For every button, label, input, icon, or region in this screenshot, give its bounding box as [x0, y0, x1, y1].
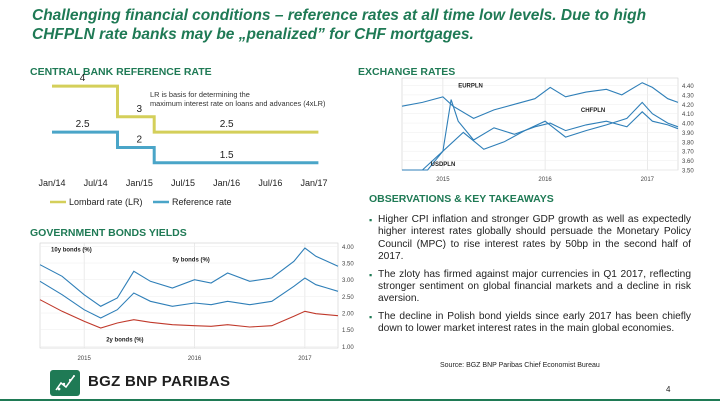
- x-tick-label: Jul/15: [171, 178, 195, 188]
- legend-label: Reference rate: [172, 197, 232, 207]
- x-tick-label: Jan/15: [126, 178, 153, 188]
- data-label: 1.5: [220, 150, 234, 161]
- x-tick-label: Jul/14: [84, 178, 108, 188]
- observations-list: Higher CPI inflation and stronger GDP gr…: [369, 214, 691, 341]
- series-line-1: [52, 130, 319, 165]
- section-heading-exchange: EXCHANGE RATES: [358, 66, 456, 78]
- data-label: 2.5: [76, 119, 90, 130]
- data-label: 4: [80, 73, 86, 84]
- series-line-0: [52, 84, 319, 134]
- company-logo: BGZ BNP PARIBAS: [50, 370, 250, 396]
- x-tick-label: Jul/16: [258, 178, 282, 188]
- x-tick-label: Jan/17: [300, 178, 327, 188]
- observation-item: Higher CPI inflation and stronger GDP gr…: [369, 214, 691, 264]
- section-heading-observations: OBSERVATIONS & KEY TAKEAWAYS: [369, 193, 554, 205]
- section-heading-bonds: GOVERNMENT BONDS YIELDS: [30, 227, 187, 239]
- data-label: 3: [137, 104, 143, 115]
- legend-label: Lombard rate (LR): [69, 197, 143, 207]
- data-label: 2: [137, 134, 143, 145]
- x-tick-label: Jan/16: [213, 178, 240, 188]
- observation-item: The zloty has firmed against major curre…: [369, 269, 691, 306]
- source-note: Source: BGZ BNP Paribas Chief Economist …: [440, 362, 600, 369]
- logo-text: BGZ BNP PARIBAS: [88, 373, 231, 390]
- annotation-text: maximum interest rate on loans and advan…: [150, 99, 325, 108]
- annotation-text: LR is basis for determining the: [150, 90, 250, 99]
- observation-item: The decline in Polish bond yields since …: [369, 311, 691, 336]
- x-tick-label: Jan/14: [38, 178, 65, 188]
- page-number: 4: [666, 385, 671, 394]
- footer-divider: [0, 399, 720, 401]
- bnp-stars-logo-icon: [50, 370, 80, 396]
- section-heading-central-bank: CENTRAL BANK REFERENCE RATE: [30, 66, 212, 78]
- slide-title: Challenging financial conditions – refer…: [32, 7, 647, 43]
- data-label: 2.5: [220, 119, 234, 130]
